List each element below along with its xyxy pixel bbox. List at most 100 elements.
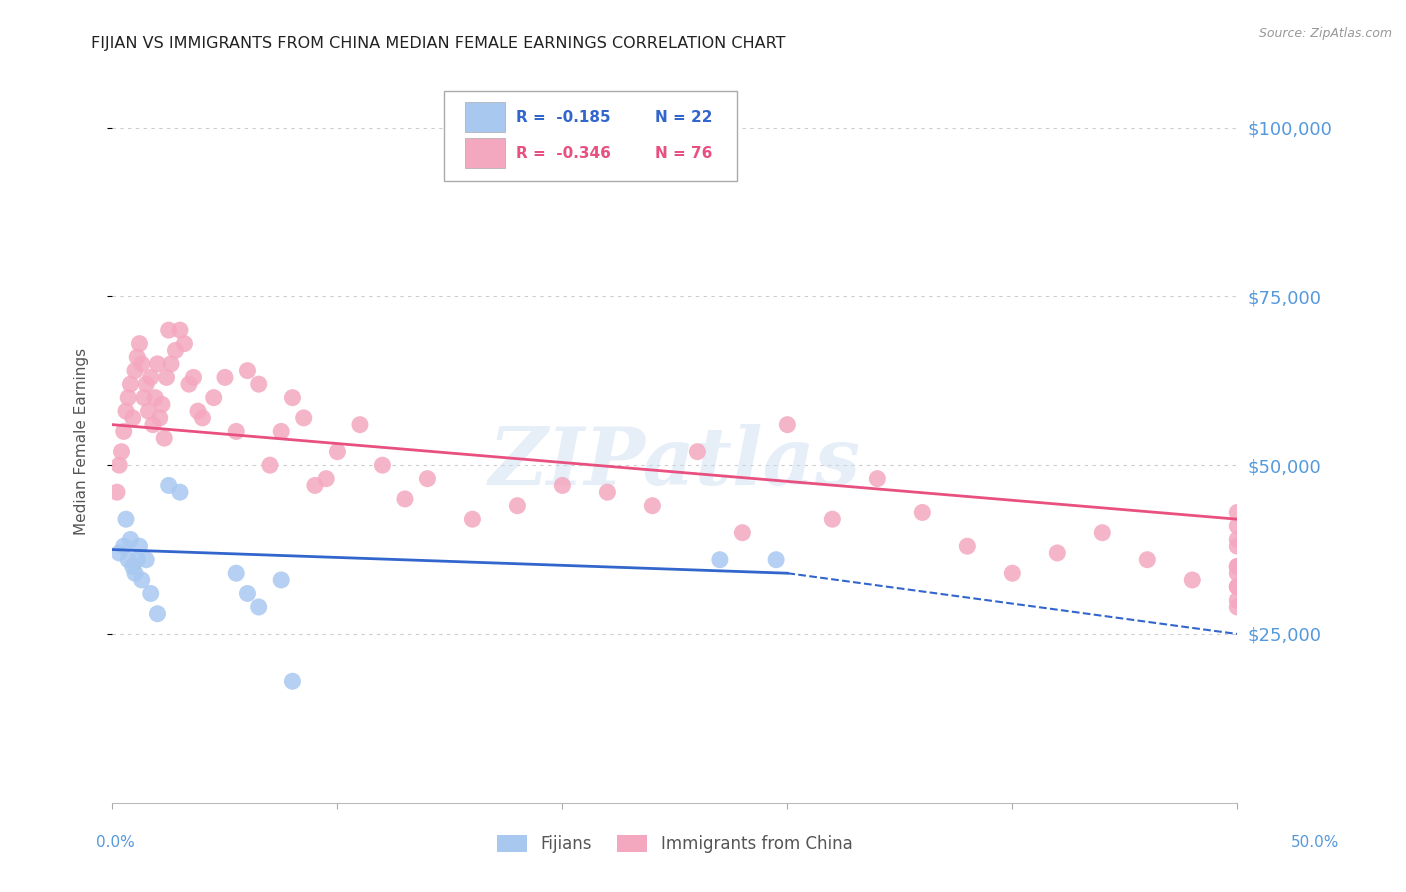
Point <box>1226 599 1249 614</box>
Text: N = 22: N = 22 <box>655 110 711 125</box>
Point <box>1136 552 1159 566</box>
Point <box>165 343 187 358</box>
Text: 50.0%: 50.0% <box>1291 836 1339 850</box>
Point <box>132 391 155 405</box>
Point <box>149 411 172 425</box>
Y-axis label: Median Female Earnings: Median Female Earnings <box>75 348 89 535</box>
Point <box>131 357 153 371</box>
Point <box>169 323 191 337</box>
Text: 0.0%: 0.0% <box>96 836 135 850</box>
Point <box>120 377 142 392</box>
Point <box>1226 580 1249 594</box>
Point <box>157 323 180 337</box>
Point <box>394 491 416 506</box>
Point <box>177 377 200 392</box>
Text: N = 76: N = 76 <box>655 145 711 161</box>
FancyBboxPatch shape <box>464 102 505 132</box>
Point <box>120 533 142 547</box>
Point <box>121 559 143 574</box>
Point <box>1226 533 1249 547</box>
Point <box>138 404 160 418</box>
Point <box>270 425 292 439</box>
Point <box>326 444 349 458</box>
Point <box>191 411 214 425</box>
Point <box>292 411 315 425</box>
Point <box>236 586 259 600</box>
Point <box>1226 539 1249 553</box>
Point <box>1226 593 1249 607</box>
Point <box>115 404 138 418</box>
Point <box>117 552 139 566</box>
Point <box>169 485 191 500</box>
Point <box>731 525 754 540</box>
Point <box>1091 525 1114 540</box>
Point <box>187 404 209 418</box>
Point <box>304 478 326 492</box>
Point <box>1226 519 1249 533</box>
Point <box>155 370 177 384</box>
Point <box>160 357 183 371</box>
Text: ZIPatlas: ZIPatlas <box>489 425 860 502</box>
Point <box>225 566 247 581</box>
Point <box>142 417 165 432</box>
FancyBboxPatch shape <box>464 138 505 169</box>
Point <box>776 417 799 432</box>
Point <box>127 350 149 364</box>
Point <box>124 364 146 378</box>
Point <box>259 458 281 472</box>
Point <box>146 607 169 621</box>
Point <box>146 357 169 371</box>
Point <box>225 425 247 439</box>
Text: R =  -0.346: R = -0.346 <box>516 145 612 161</box>
FancyBboxPatch shape <box>444 91 737 181</box>
Point <box>247 599 270 614</box>
Point <box>183 370 205 384</box>
Point <box>596 485 619 500</box>
Point <box>709 552 731 566</box>
Point <box>866 472 889 486</box>
Point <box>128 336 150 351</box>
Text: FIJIAN VS IMMIGRANTS FROM CHINA MEDIAN FEMALE EARNINGS CORRELATION CHART: FIJIAN VS IMMIGRANTS FROM CHINA MEDIAN F… <box>91 36 786 51</box>
Point <box>131 573 153 587</box>
Point <box>416 472 439 486</box>
Point <box>686 444 709 458</box>
Point <box>121 411 143 425</box>
Point <box>143 391 166 405</box>
Point <box>270 573 292 587</box>
Point <box>911 505 934 519</box>
Point <box>821 512 844 526</box>
Point <box>1226 580 1249 594</box>
Point <box>1001 566 1024 581</box>
Point <box>112 425 135 439</box>
Point <box>139 586 162 600</box>
Point <box>157 478 180 492</box>
Point <box>247 377 270 392</box>
Point <box>214 370 236 384</box>
Point <box>117 391 139 405</box>
Legend: Fijians, Immigrants from China: Fijians, Immigrants from China <box>491 828 859 860</box>
Point <box>124 566 146 581</box>
Point <box>150 397 173 411</box>
Point <box>108 546 131 560</box>
Point <box>281 674 304 689</box>
Point <box>1181 573 1204 587</box>
Point <box>139 370 162 384</box>
Point <box>551 478 574 492</box>
Point <box>506 499 529 513</box>
Point <box>135 552 157 566</box>
Point <box>371 458 394 472</box>
Point <box>202 391 225 405</box>
Point <box>128 539 150 553</box>
Point <box>461 512 484 526</box>
Point <box>153 431 176 445</box>
Point <box>115 512 138 526</box>
Point <box>765 552 787 566</box>
Point <box>1226 559 1249 574</box>
Point <box>281 391 304 405</box>
Point <box>108 458 131 472</box>
Point <box>641 499 664 513</box>
Point <box>112 539 135 553</box>
Point <box>349 417 371 432</box>
Point <box>1046 546 1069 560</box>
Point <box>956 539 979 553</box>
